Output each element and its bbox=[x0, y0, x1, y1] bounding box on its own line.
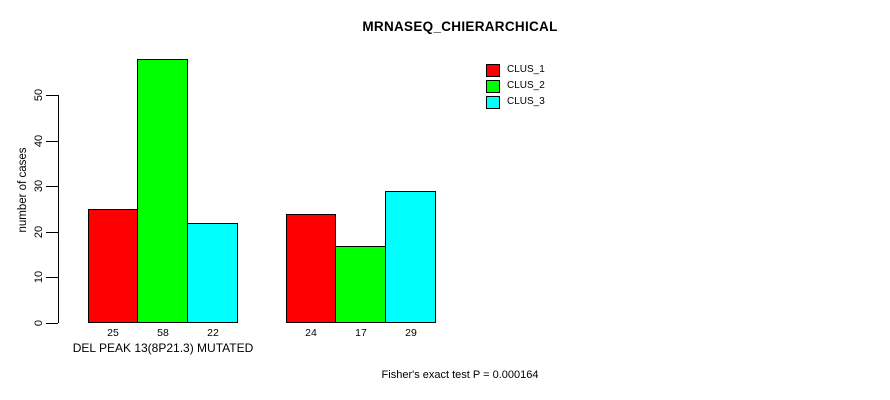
bar bbox=[187, 223, 238, 323]
bar-value-label: 24 bbox=[305, 327, 317, 339]
legend-label: CLUS_2 bbox=[507, 80, 545, 91]
legend-swatch bbox=[486, 95, 500, 109]
y-tick-label: 10 bbox=[33, 270, 45, 284]
bar bbox=[137, 59, 188, 323]
bar bbox=[335, 246, 386, 323]
legend-item: CLUS_3 bbox=[486, 95, 545, 109]
bar-value-label: 29 bbox=[405, 327, 417, 339]
y-tick bbox=[46, 277, 58, 278]
legend-item: CLUS_2 bbox=[486, 79, 545, 93]
stat-note: Fisher's exact test P = 0.000164 bbox=[381, 369, 539, 381]
legend-label: CLUS_3 bbox=[507, 96, 545, 107]
bar bbox=[385, 191, 436, 323]
legend: CLUS_1 CLUS_2 CLUS_3 bbox=[486, 63, 545, 109]
legend-label: CLUS_1 bbox=[507, 64, 545, 75]
bar-value-label: 22 bbox=[207, 327, 219, 339]
bar-value-label: 58 bbox=[157, 327, 169, 339]
legend-swatch bbox=[486, 63, 500, 77]
chart-title: MRNASEQ_CHIERARCHICAL bbox=[362, 19, 558, 34]
bar-value-label: 17 bbox=[355, 327, 367, 339]
y-tick bbox=[46, 95, 58, 96]
y-tick-label: 50 bbox=[33, 88, 45, 102]
bar bbox=[88, 209, 138, 323]
bar bbox=[286, 214, 336, 323]
y-tick bbox=[46, 186, 58, 187]
y-axis-label: number of cases bbox=[17, 147, 29, 233]
y-tick bbox=[46, 323, 58, 324]
y-tick-label: 20 bbox=[33, 225, 45, 239]
group-label: DEL PEAK 13(8P21.3) MUTATED bbox=[72, 341, 254, 355]
legend-item: CLUS_1 bbox=[486, 63, 545, 77]
bar-value-label: 25 bbox=[107, 327, 119, 339]
y-tick-label: 30 bbox=[33, 179, 45, 193]
y-tick bbox=[46, 232, 58, 233]
y-tick-label: 40 bbox=[33, 134, 45, 148]
y-tick-label: 0 bbox=[33, 319, 45, 327]
y-axis-line bbox=[58, 95, 59, 323]
y-tick bbox=[46, 141, 58, 142]
legend-swatch bbox=[486, 79, 500, 93]
